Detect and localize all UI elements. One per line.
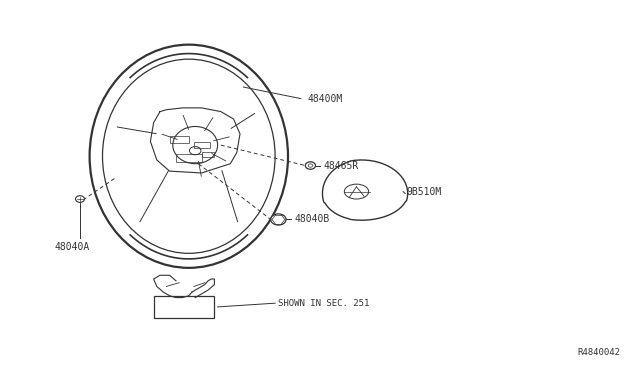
Bar — [154, 296, 214, 318]
Bar — [193, 142, 210, 148]
Bar — [170, 136, 189, 143]
Text: 48040A: 48040A — [54, 243, 90, 252]
Bar — [176, 154, 202, 162]
Bar — [202, 151, 214, 157]
Text: R4840042: R4840042 — [578, 348, 621, 357]
Text: 48400M: 48400M — [307, 94, 342, 103]
Ellipse shape — [305, 162, 316, 169]
Ellipse shape — [76, 196, 84, 202]
Ellipse shape — [271, 214, 286, 225]
Text: 9B510M: 9B510M — [406, 187, 442, 196]
Text: 48465R: 48465R — [323, 161, 358, 170]
Text: 48040B: 48040B — [294, 215, 330, 224]
Text: SHOWN IN SEC. 251: SHOWN IN SEC. 251 — [278, 299, 370, 308]
